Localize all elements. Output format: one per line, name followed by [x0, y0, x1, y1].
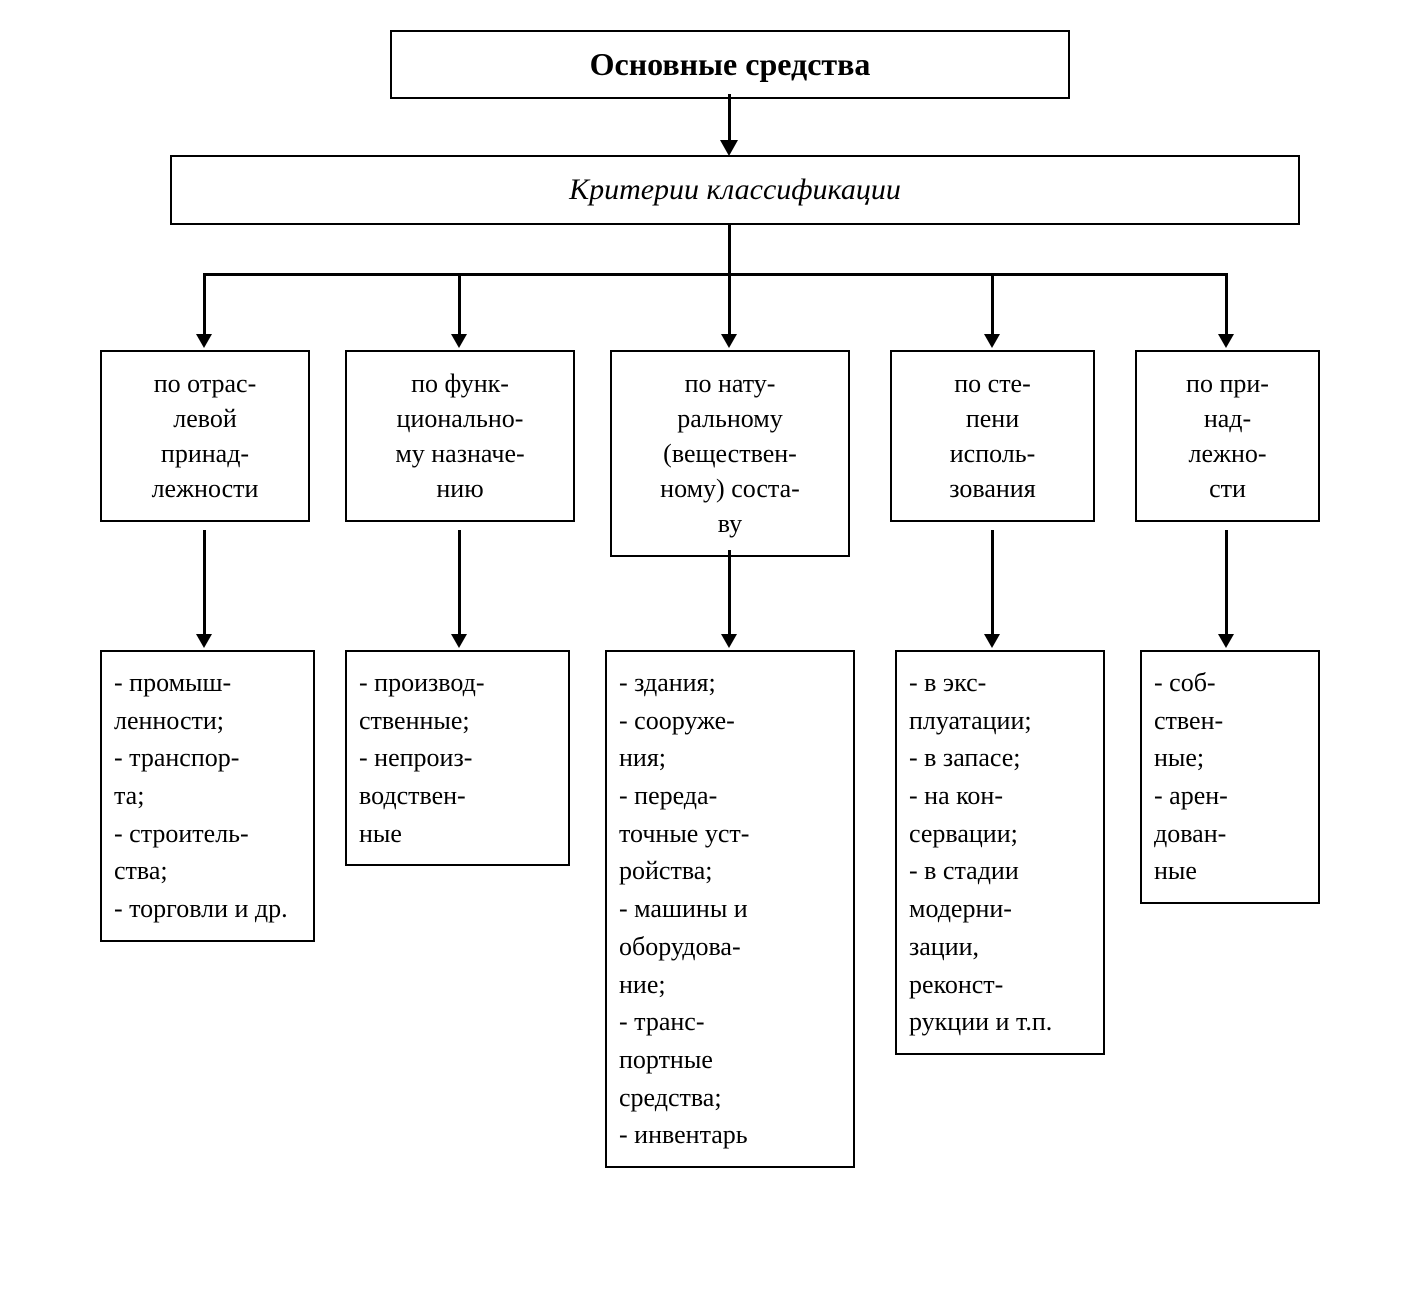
arrowhead-det-3	[721, 634, 737, 648]
details-text-2: - производ-ственные;- непроиз-водствен-н…	[359, 668, 485, 848]
drop-crit-3	[728, 273, 731, 335]
arrowhead-crit-1	[196, 334, 212, 348]
drop-crit-4	[991, 273, 994, 335]
arrowhead-det-4	[984, 634, 1000, 648]
subtitle-text: Критерии классификации	[569, 173, 901, 206]
criteria-label-2: по функ-ционально-му назначе-нию	[395, 369, 524, 503]
criteria-label-4: по сте-пениисполь-зования	[949, 369, 1035, 503]
arrow-det-1	[203, 530, 206, 634]
criteria-label-5: по при-над-лежно-сти	[1186, 369, 1269, 503]
arrowhead-title-to-subtitle	[720, 140, 738, 156]
title-box: Основные средства	[390, 30, 1070, 99]
details-box-4: - в экс-плуатации;- в запасе;- на кон-се…	[895, 650, 1105, 1055]
arrow-det-3	[728, 550, 731, 634]
details-text-5: - соб-ствен-ные;- арен-дован-ные	[1154, 668, 1228, 885]
title-text: Основные средства	[590, 46, 871, 82]
arrowhead-det-2	[451, 634, 467, 648]
details-box-1: - промыш-ленности;- транспор-та;- строит…	[100, 650, 315, 942]
arrowhead-crit-4	[984, 334, 1000, 348]
details-text-4: - в экс-плуатации;- в запасе;- на кон-се…	[909, 668, 1052, 1036]
drop-crit-1	[203, 273, 206, 335]
criteria-box-5: по при-над-лежно-сти	[1135, 350, 1320, 522]
drop-crit-5	[1225, 273, 1228, 335]
criteria-box-1: по отрас-левойпринад-лежности	[100, 350, 310, 522]
connector-bus	[203, 273, 1228, 276]
arrow-det-4	[991, 530, 994, 634]
details-box-2: - производ-ственные;- непроиз-водствен-н…	[345, 650, 570, 866]
arrowhead-crit-5	[1218, 334, 1234, 348]
criteria-box-3: по нату-ральному(веществен-ному) соста-в…	[610, 350, 850, 557]
arrowhead-crit-3	[721, 334, 737, 348]
arrowhead-det-5	[1218, 634, 1234, 648]
arrow-title-to-subtitle	[728, 94, 731, 142]
criteria-box-2: по функ-ционально-му назначе-нию	[345, 350, 575, 522]
details-box-5: - соб-ствен-ные;- арен-дован-ные	[1140, 650, 1320, 904]
criteria-box-4: по сте-пениисполь-зования	[890, 350, 1095, 522]
connector-stub	[728, 225, 731, 275]
drop-crit-2	[458, 273, 461, 335]
details-box-3: - здания;- сооруже-ния;- переда-точные у…	[605, 650, 855, 1168]
arrow-det-2	[458, 530, 461, 634]
criteria-label-3: по нату-ральному(веществен-ному) соста-в…	[660, 369, 800, 538]
details-text-3: - здания;- сооруже-ния;- переда-точные у…	[619, 668, 749, 1149]
arrowhead-crit-2	[451, 334, 467, 348]
subtitle-box: Критерии классификации	[170, 155, 1300, 225]
criteria-label-1: по отрас-левойпринад-лежности	[152, 369, 259, 503]
arrow-det-5	[1225, 530, 1228, 634]
details-text-1: - промыш-ленности;- транспор-та;- строит…	[114, 668, 288, 923]
arrowhead-det-1	[196, 634, 212, 648]
